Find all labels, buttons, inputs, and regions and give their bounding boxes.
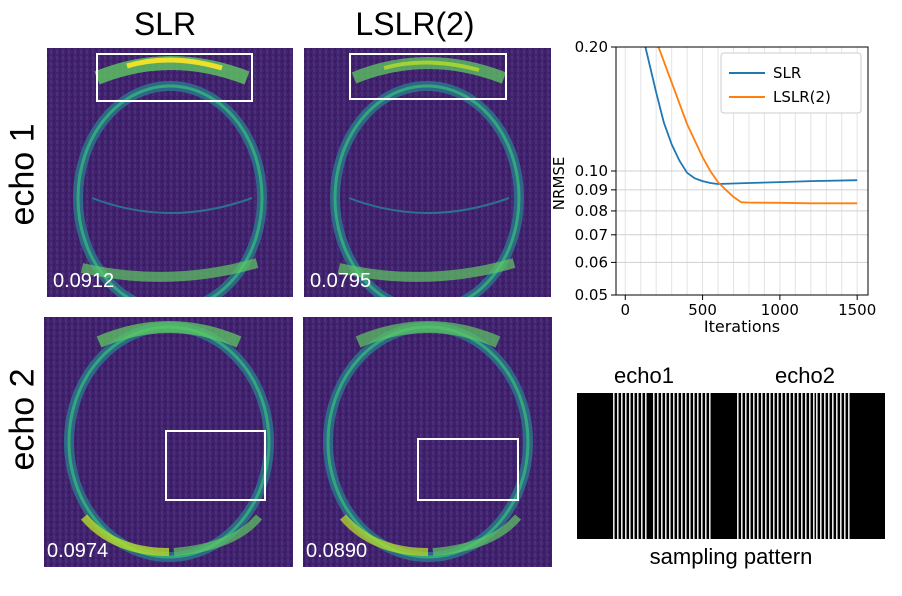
sampling-line xyxy=(629,393,631,539)
sampling-line xyxy=(824,393,826,539)
mri-echo2-slr xyxy=(44,317,293,567)
sampling-line xyxy=(793,393,795,539)
nrmse-chart: 0 500 1000 1500 0.05 0.06 0.07 0.08 0.090.10 0.20… xyxy=(550,38,877,336)
y-tick-label: 0.05 xyxy=(575,286,608,304)
sampling-pattern-mask xyxy=(577,393,885,539)
sampling-line xyxy=(813,393,815,539)
nrmse-score-echo1-lslr: 0.0795 xyxy=(310,270,372,292)
sampling-line xyxy=(840,393,842,539)
sampling-line xyxy=(777,393,779,539)
y-tick-label: 0.10 xyxy=(575,162,608,180)
sampling-line xyxy=(765,393,767,539)
sampling-line xyxy=(848,393,850,539)
chart-legend: SLR LSLR(2) xyxy=(720,52,862,114)
sampling-line xyxy=(741,393,743,539)
sampling-line xyxy=(633,393,635,539)
sampling-line xyxy=(625,393,627,539)
sampling-line xyxy=(789,393,791,539)
series-line-lslr xyxy=(657,46,858,205)
sampling-line xyxy=(677,393,679,539)
y-tick-label: 0.06 xyxy=(575,253,608,271)
sampling-line xyxy=(749,393,751,539)
sampling-line xyxy=(844,393,846,539)
y-tick-label: 0.09 xyxy=(575,181,608,199)
sampling-line xyxy=(745,393,747,539)
sampling-label-echo1: echo1 xyxy=(614,363,674,388)
sampling-line xyxy=(828,393,830,539)
sampling-line xyxy=(820,393,822,539)
sampling-line xyxy=(693,393,695,539)
x-tick-label: 1000 xyxy=(761,301,799,319)
roi-box-echo2-slr xyxy=(165,430,266,501)
sampling-line xyxy=(681,393,683,539)
sampling-line xyxy=(781,393,783,539)
x-tick-label: 500 xyxy=(688,301,717,319)
sampling-line xyxy=(701,393,703,539)
sampling-line xyxy=(641,393,643,539)
roi-box-echo1-lslr xyxy=(349,53,507,100)
sampling-line xyxy=(797,393,799,539)
chart-series xyxy=(644,46,858,205)
sampling-line xyxy=(773,393,775,539)
sampling-line xyxy=(685,393,687,539)
sampling-line xyxy=(689,393,691,539)
y-axis-label: NRMSE xyxy=(550,157,568,211)
y-tick-label: 0.07 xyxy=(575,226,608,244)
sampling-lines xyxy=(613,393,850,539)
mri-echo1-lslr xyxy=(304,48,551,297)
x-tick-label: 1500 xyxy=(838,301,876,319)
sampling-line xyxy=(621,393,623,539)
sampling-label-echo2: echo2 xyxy=(775,363,835,388)
sampling-line xyxy=(673,393,675,539)
roi-box-echo2-lslr xyxy=(417,438,519,501)
mri-echo2-lslr xyxy=(303,317,552,567)
sampling-line xyxy=(816,393,818,539)
y-tick-label: 0.08 xyxy=(575,202,608,220)
sampling-line xyxy=(653,393,655,539)
nrmse-score-echo2-lslr: 0.0890 xyxy=(306,540,368,562)
sampling-line xyxy=(801,393,803,539)
legend-label-lslr: LSLR(2) xyxy=(773,88,831,106)
sampling-line xyxy=(757,393,759,539)
row-title-echo2: echo 2 xyxy=(3,368,42,471)
sampling-line xyxy=(809,393,811,539)
x-axis-label: Iterations xyxy=(704,317,780,336)
sampling-line xyxy=(637,393,639,539)
sampling-line xyxy=(705,393,707,539)
sampling-line xyxy=(661,393,663,539)
sampling-line xyxy=(665,393,667,539)
y-tick-label: 0.20 xyxy=(575,38,608,56)
sampling-line xyxy=(613,393,615,539)
sampling-background xyxy=(577,393,885,539)
sampling-caption: sampling pattern xyxy=(649,544,813,569)
nrmse-score-echo2-slr: 0.0974 xyxy=(47,540,109,562)
column-title-slr: SLR xyxy=(133,6,197,42)
sampling-line xyxy=(617,393,619,539)
sampling-line xyxy=(669,393,671,539)
legend-label-slr: SLR xyxy=(773,64,801,82)
nrmse-score-echo1-slr: 0.0912 xyxy=(53,270,115,292)
series-line-slr xyxy=(644,46,858,185)
column-title-lslr: LSLR(2) xyxy=(355,6,475,42)
sampling-line xyxy=(805,393,807,539)
sampling-line xyxy=(697,393,699,539)
sampling-line xyxy=(737,393,739,539)
roi-box-echo1-slr xyxy=(96,53,253,102)
sampling-line xyxy=(709,393,711,539)
sampling-line xyxy=(785,393,787,539)
x-tick-label: 0 xyxy=(621,301,631,319)
sampling-line xyxy=(832,393,834,539)
sampling-line xyxy=(657,393,659,539)
row-title-echo1: echo 1 xyxy=(3,123,42,226)
sampling-line xyxy=(753,393,755,539)
sampling-line xyxy=(836,393,838,539)
sampling-line xyxy=(769,393,771,539)
chart-ticks: 0 500 1000 1500 0.05 0.06 0.07 0.08 0.090.10 0.20 xyxy=(575,38,877,319)
sampling-line xyxy=(761,393,763,539)
sampling-line xyxy=(645,393,647,539)
